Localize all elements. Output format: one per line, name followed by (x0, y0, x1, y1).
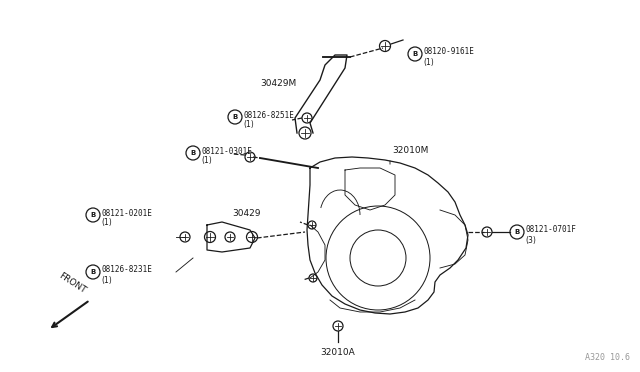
Text: B: B (90, 212, 95, 218)
Text: A320 10.6: A320 10.6 (585, 353, 630, 362)
Text: B: B (90, 269, 95, 275)
Text: 32010A: 32010A (321, 348, 355, 357)
Text: FRONT: FRONT (58, 271, 88, 295)
Text: (1): (1) (423, 58, 434, 67)
Text: 08121-0701F: 08121-0701F (525, 225, 576, 234)
Text: 08126-8251E: 08126-8251E (243, 110, 294, 119)
Text: B: B (232, 114, 237, 120)
Text: 08121-0201E: 08121-0201E (101, 208, 152, 218)
Text: 08120-9161E: 08120-9161E (423, 48, 474, 57)
Text: (3): (3) (525, 235, 536, 244)
Text: 32010M: 32010M (392, 146, 428, 155)
Text: 08121-0301E: 08121-0301E (201, 147, 252, 155)
Text: (1): (1) (201, 157, 212, 166)
Text: B: B (412, 51, 418, 57)
Text: 30429M: 30429M (260, 79, 296, 88)
Text: 30429: 30429 (232, 209, 260, 218)
Text: (1): (1) (101, 218, 112, 228)
Text: B: B (515, 229, 520, 235)
Text: 08126-8231E: 08126-8231E (101, 266, 152, 275)
Text: (1): (1) (101, 276, 112, 285)
Text: B: B (190, 150, 196, 156)
Text: (1): (1) (243, 121, 253, 129)
